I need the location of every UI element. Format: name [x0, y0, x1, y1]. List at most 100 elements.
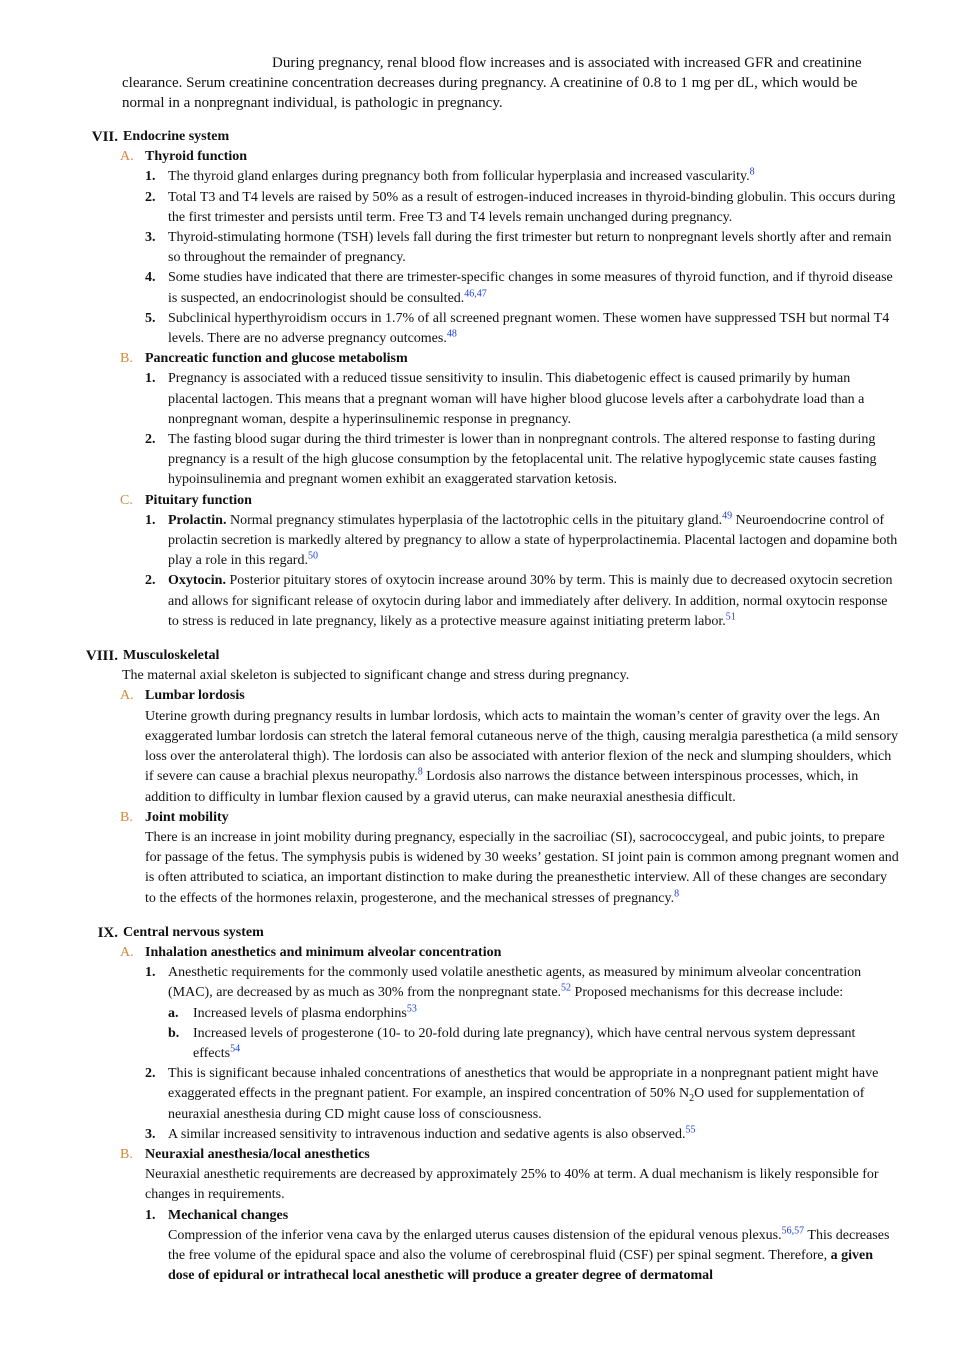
sub-item-row: b. Increased levels of progesterone (10- …	[168, 1024, 900, 1064]
list-item-text: Oxytocin. Posterior pituitary stores of …	[168, 571, 900, 632]
list-item-row: 3. A similar increased sensitivity to int…	[145, 1125, 900, 1145]
list-item: 2. Total T3 and T4 levels are raised by 5…	[145, 188, 900, 228]
subsection-heading-row: B. Neuraxial anesthesia/local anesthetics	[120, 1145, 900, 1165]
list-item: 1. Mechanical changes Compression of the i…	[145, 1206, 900, 1287]
list-item: 1. Pregnancy is associated with a reduced…	[145, 369, 900, 430]
list-item-row: 2. Total T3 and T4 levels are raised by 5…	[145, 188, 900, 228]
list-item-text: Pregnancy is associated with a reduced t…	[168, 369, 900, 430]
text-run: Anesthetic requirements for the commonly…	[168, 965, 862, 1001]
list-item-label: 5.	[145, 310, 156, 326]
list-item: 5. Subclinical hyperthyroidism occurs in …	[145, 309, 900, 349]
subsection-heading-label: A.	[120, 149, 134, 165]
citation: 8	[749, 166, 755, 178]
list-item-label: 2.	[145, 573, 156, 589]
list-item: 3. Thyroid-stimulating hormone (TSH) leve…	[145, 228, 900, 268]
subsection-heading-row: A. Thyroid function	[120, 147, 900, 167]
list-item-label: 3.	[145, 230, 156, 246]
list-item-row: 2. Oxytocin. Posterior pituitary stores o…	[145, 571, 900, 632]
text-run: The maternal axial skeleton is subjected…	[122, 668, 630, 684]
list-item-text: Thyroid-stimulating hormone (TSH) levels…	[168, 228, 900, 268]
bold-text: a given dose of epidural or intrathecal …	[168, 1247, 873, 1284]
list-item-row: 3. Thyroid-stimulating hormone (TSH) leve…	[145, 228, 900, 268]
section-heading-label: VII.	[91, 129, 118, 145]
text-run: This is significant because inhaled conc…	[168, 1066, 879, 1102]
item-body: The fasting blood sugar during the third…	[168, 430, 900, 491]
subsection-heading-label: A.	[120, 944, 134, 960]
list-item-text: A similar increased sensitivity to intra…	[168, 1125, 900, 1145]
item-body: A similar increased sensitivity to intra…	[168, 1125, 900, 1145]
subsection-heading-label: C.	[120, 492, 133, 508]
subsection-heading-row: A. Lumbar lordosis	[120, 686, 900, 706]
list-item-label: 1.	[145, 1207, 156, 1223]
list-item-row: 1. Pregnancy is associated with a reduced…	[145, 369, 900, 430]
citation: 8	[674, 887, 680, 899]
sub-item-label: a.	[168, 1005, 179, 1021]
list-item-text: Some studies have indicated that there a…	[168, 268, 900, 308]
item-body: Prolactin. Normal pregnancy stimulates h…	[168, 511, 900, 572]
citation: 48	[446, 328, 457, 340]
citation: 8	[417, 766, 423, 778]
section: IX. Central nervous system A. Inhalation an…	[0, 923, 900, 1287]
list-item-label: 1.	[145, 512, 156, 528]
list-item-text: This is significant because inhaled conc…	[168, 1064, 900, 1125]
text-run: Compression of the inferior vena cava by…	[168, 1227, 782, 1243]
list-item-row: 5. Subclinical hyperthyroidism occurs in …	[145, 309, 900, 349]
text-run: Increased levels of plasma endorphins	[193, 1005, 407, 1021]
list-item-text: The fasting blood sugar during the third…	[168, 430, 900, 491]
section-heading-row: VIII. Musculoskeletal	[0, 646, 900, 666]
text-run: Thyroid-stimulating hormone (TSH) levels…	[168, 230, 892, 266]
item-body: Oxytocin. Posterior pituitary stores of …	[168, 571, 900, 632]
subsection-body: Uterine growth during pregnancy results …	[145, 707, 900, 808]
subsection-heading-text: Thyroid function	[145, 147, 900, 167]
subsection-heading-label: B.	[120, 809, 133, 825]
text-run: Lordosis also narrows the distance betwe…	[145, 769, 859, 805]
subsection-heading-label: A.	[120, 688, 134, 704]
item-body: Pregnancy is associated with a reduced t…	[168, 369, 900, 430]
subsection-title: Thyroid function	[145, 149, 248, 165]
document: During pregnancy, renal blood flow incre…	[0, 53, 900, 1286]
item-body: Some studies have indicated that there a…	[168, 268, 900, 308]
bold-text: Prolactin.	[168, 512, 227, 528]
text-run: Subclinical hyperthyroidism occurs in 1.…	[168, 310, 890, 347]
subsection-title: Neuraxial anesthesia/local anesthetics	[145, 1146, 370, 1162]
section-title: Musculoskeletal	[123, 648, 220, 664]
item-body: Total T3 and T4 levels are raised by 50%…	[168, 188, 900, 228]
citation: 50	[307, 550, 318, 562]
sub-item-text: Increased levels of plasma endorphins53	[193, 1002, 900, 1024]
citation: 52	[561, 982, 572, 994]
text-run: During pregnancy, renal blood flow incre…	[122, 55, 862, 111]
list-item-row: 2. This is significant because inhaled co…	[145, 1064, 900, 1125]
list-item-text: Total T3 and T4 levels are raised by 50%…	[168, 188, 900, 228]
list-item-text: Prolactin. Normal pregnancy stimulates h…	[168, 511, 900, 572]
citation: 49	[722, 510, 733, 522]
sub-item-label: b.	[168, 1025, 180, 1041]
list-item-label: 1.	[145, 965, 156, 981]
subsection: B. Joint mobility There is an increase in …	[120, 808, 900, 909]
item-body: Compression of the inferior vena cava by…	[168, 1226, 900, 1287]
list-item: 4. Some studies have indicated that there…	[145, 268, 900, 308]
list-item-label: 3.	[145, 1126, 156, 1142]
section-heading-label: IX.	[97, 924, 118, 941]
citation: 53	[406, 1002, 417, 1014]
sub-item: a. Increased levels of plasma endorphins5…	[168, 1002, 900, 1024]
text-run: Normal pregnancy stimulates hyperplasia …	[226, 512, 723, 528]
list-item-label: 2.	[145, 189, 156, 205]
list-item-row: 4. Some studies have indicated that there…	[145, 268, 900, 308]
text-run: Proposed mechanisms for this decrease in…	[571, 985, 844, 1001]
text-run: Total T3 and T4 levels are raised by 50%…	[168, 189, 896, 225]
section-heading-text: Endocrine system	[123, 127, 900, 147]
list-item: 2. The fasting blood sugar during the thi…	[145, 430, 900, 491]
section: VII. Endocrine system A. Thyroid function 1.…	[0, 127, 900, 632]
section-title: Central nervous system	[123, 924, 264, 940]
list-item-row: 1. Mechanical changes Compression of the i…	[145, 1206, 900, 1287]
list-item: 2. Oxytocin. Posterior pituitary stores o…	[145, 571, 900, 632]
subsection: A. Thyroid function 1. The thyroid gland en…	[120, 147, 900, 349]
text-run: Increased levels of progesterone (10- to…	[193, 1025, 856, 1061]
list-item-text: Subclinical hyperthyroidism occurs in 1.…	[168, 309, 900, 349]
citation: 55	[685, 1124, 696, 1136]
list-item: 1. Prolactin. Normal pregnancy stimulates…	[145, 511, 900, 572]
subsection-title: Inhalation anesthetics and minimum alveo…	[145, 944, 502, 960]
item-body: The thyroid gland enlarges during pregna…	[168, 167, 900, 187]
subsection-title: Pituitary function	[145, 492, 252, 508]
